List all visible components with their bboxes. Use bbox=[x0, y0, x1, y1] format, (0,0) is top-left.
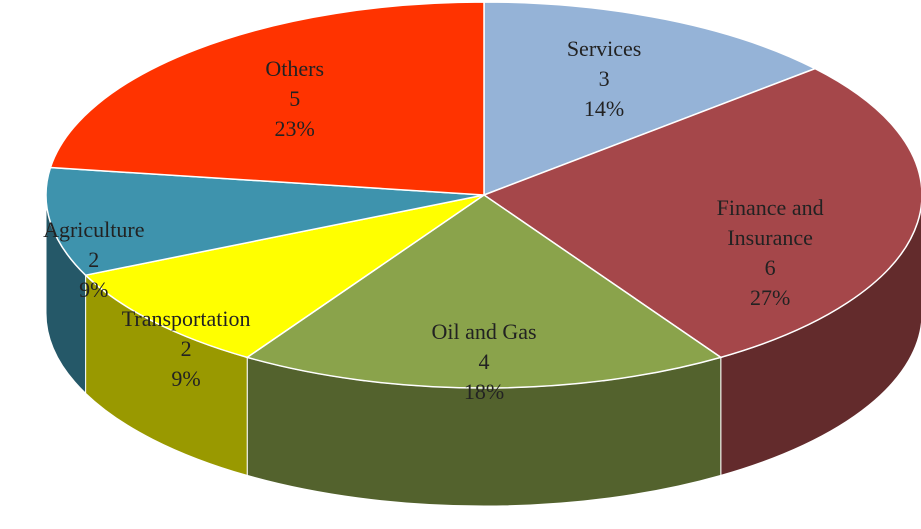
data-label: Transportation 2 9% bbox=[122, 304, 251, 394]
slice bbox=[84, 194, 485, 359]
label-value: 6 bbox=[764, 255, 776, 281]
label-category: Finance and Insurance bbox=[716, 195, 824, 251]
data-label: Finance and Insurance 6 27% bbox=[695, 193, 846, 313]
label-value: 3 bbox=[598, 66, 610, 92]
data-label: Oil and Gas 4 18% bbox=[431, 317, 536, 407]
slice bbox=[245, 194, 723, 389]
label-percent: 23% bbox=[274, 115, 315, 141]
label-percent: 9% bbox=[171, 365, 201, 391]
label-percent: 18% bbox=[463, 379, 505, 405]
label-value: 4 bbox=[478, 349, 490, 375]
label-category: Others bbox=[265, 55, 325, 81]
label-percent: 14% bbox=[583, 96, 625, 122]
label-category: Agriculture bbox=[43, 216, 145, 242]
slice bbox=[45, 166, 485, 276]
slice bbox=[483, 1, 817, 197]
label-category: Oil and Gas bbox=[431, 319, 537, 345]
label-percent: 27% bbox=[749, 285, 791, 311]
label-value: 5 bbox=[289, 85, 301, 111]
data-label: Services 3 14% bbox=[567, 34, 642, 124]
data-label: Agriculture 2 9% bbox=[43, 215, 144, 305]
slice bbox=[49, 1, 485, 196]
slice bbox=[482, 67, 921, 359]
data-label: Others 5 23% bbox=[265, 54, 324, 144]
label-category: Transportation bbox=[121, 305, 251, 331]
label-percent: 9% bbox=[79, 276, 109, 302]
label-category: Services bbox=[566, 36, 642, 62]
label-value: 2 bbox=[88, 246, 100, 272]
label-value: 2 bbox=[180, 335, 192, 361]
